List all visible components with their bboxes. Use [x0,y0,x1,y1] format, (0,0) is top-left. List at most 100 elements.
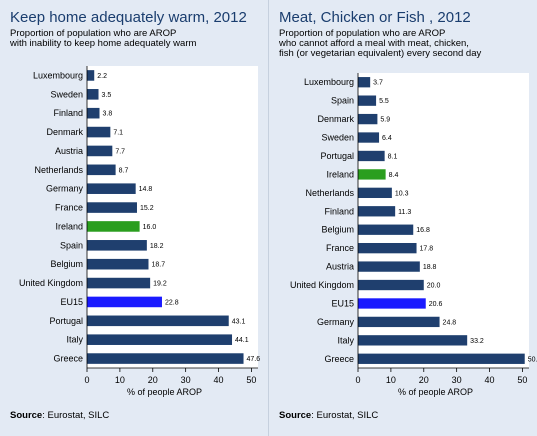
data-label: 19.2 [153,281,167,288]
data-label: 11.3 [398,209,411,216]
bar [87,334,233,345]
chart-source: Source: Eurostat, SILC [279,410,378,421]
data-label: 5.9 [380,117,390,124]
bar [358,298,426,309]
source-label: Source [10,410,43,421]
category-label: Italy [337,335,354,345]
category-label: Ireland [55,221,83,231]
category-label: Luxembourg [33,70,83,80]
x-tick-label: 20 [419,375,429,385]
category-label: EU15 [60,297,83,307]
chart-title: Meat, Chicken or Fish , 2012 [279,9,471,26]
data-label: 2.2 [97,73,107,80]
chart-source: Source: Eurostat, SILC [10,410,109,421]
bar [358,335,468,346]
category-label: Netherlands [34,165,83,175]
bar [87,258,149,270]
category-label: Belgium [321,225,354,235]
data-label: 5.5 [379,98,389,105]
category-label: Sweden [321,133,354,143]
data-label: 10.3 [395,190,409,197]
data-label: 7.7 [115,148,125,155]
data-label: 43.1 [232,318,246,325]
bar [87,126,111,138]
x-axis-title: % of people AROP [127,387,202,397]
chart-subtitle: Proportion of population who are AROP wi… [10,28,197,49]
source-text: : Eurostat, SILC [311,410,379,421]
data-label: 18.7 [151,262,165,269]
bar [358,316,440,328]
bar [87,107,100,119]
data-label: 44.1 [235,337,249,344]
source-text: : Eurostat, SILC [42,410,110,421]
category-label: Netherlands [305,188,354,198]
bar [358,150,385,162]
category-label: Greece [53,354,83,364]
data-label: 20.6 [429,301,443,308]
bar [358,261,420,272]
source-label: Source [279,410,312,421]
bar-chart-warm-home: Luxembourg 2.2 Sweden 3.5 Finland 3.8 Denmark 7… [19,66,261,397]
bar [87,145,113,157]
category-label: Portugal [320,151,354,161]
x-axis-title: % of people AROP [398,387,473,397]
data-label: 20.0 [427,283,441,290]
data-label: 16.0 [143,224,157,231]
data-label: 6.4 [382,135,392,142]
data-label: 16.8 [416,227,430,234]
bar-chart-meat-meal: Luxembourg 3.7 Spain 5.5 Denmark 5.9 Sweden 6.4… [290,73,537,397]
chart-title: Keep home adequately warm, 2012 [10,9,247,26]
bar [358,187,392,199]
category-label: Germany [317,317,355,327]
x-tick-label: 40 [485,375,495,385]
category-label: United Kingdom [19,278,83,288]
bar [358,95,377,106]
data-label: 3.5 [102,92,112,99]
bar [87,240,147,251]
category-label: Finland [324,206,354,216]
bar [358,132,380,143]
category-label: Denmark [46,127,83,137]
bar [87,277,151,289]
x-tick-label: 0 [84,375,89,385]
bar [358,169,386,180]
data-label: 47.6 [247,356,261,363]
category-label: Spain [331,96,354,106]
x-tick-label: 20 [148,375,158,385]
data-label: 24.8 [443,319,457,326]
bar [87,296,162,308]
category-label: Austria [326,262,354,272]
bar [358,77,371,88]
data-label: 7.1 [113,130,123,137]
x-tick-label: 50 [246,375,256,385]
data-label: 33.2 [470,338,484,345]
data-label: 22.8 [165,299,179,306]
category-label: Belgium [50,259,83,269]
bar [87,221,140,232]
bar [87,183,136,194]
data-label: 3.7 [373,80,383,87]
bar [87,164,116,176]
bar [358,113,378,125]
chart-panel-meat-meal: Meat, Chicken or Fish , 2012 Proportion … [269,0,537,436]
category-label: Ireland [326,169,354,179]
bar [87,89,99,100]
category-label: Finland [53,108,83,118]
category-label: Sweden [50,89,83,99]
data-label: 18.2 [150,243,164,250]
x-tick-label: 10 [115,375,125,385]
x-tick-label: 0 [355,375,360,385]
category-label: Denmark [317,114,354,124]
bar [358,279,424,291]
category-label: Luxembourg [304,77,354,87]
data-label: 17.8 [420,246,434,253]
category-label: Austria [55,146,83,156]
x-tick-label: 40 [214,375,224,385]
category-label: Greece [324,354,354,364]
x-tick-label: 10 [386,375,396,385]
bar [87,315,229,327]
x-tick-label: 30 [181,375,191,385]
chart-panel-warm-home: Keep home adequately warm, 2012 Proporti… [0,0,268,436]
bar [358,353,525,364]
bar [358,224,414,235]
